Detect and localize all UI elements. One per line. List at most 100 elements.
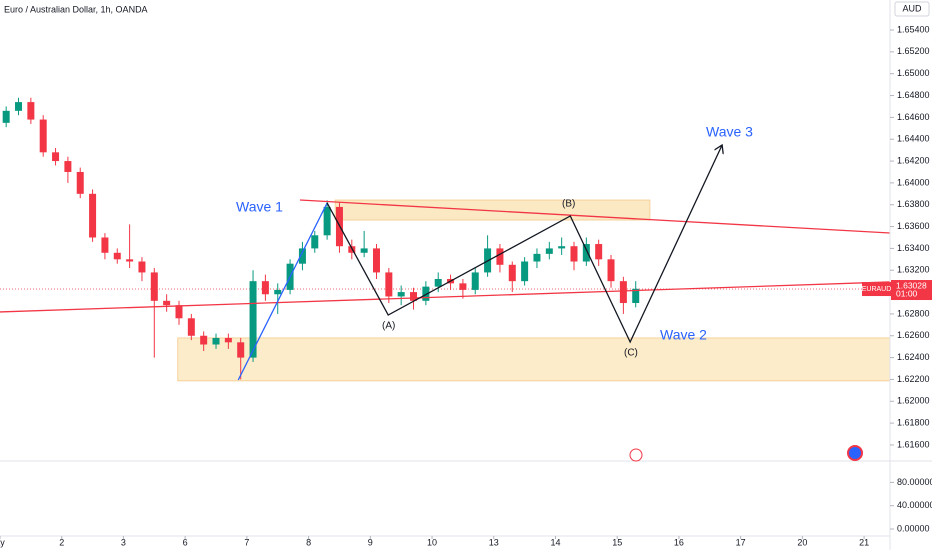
- x-tick-label: 17: [736, 537, 746, 547]
- y-tick-label: 1.61800: [897, 417, 930, 427]
- zones: [0, 199, 891, 382]
- candle-body: [582, 244, 590, 262]
- y-tick-label: 1.65000: [897, 68, 930, 78]
- candle-body: [126, 259, 134, 262]
- trendline: [237, 202, 328, 381]
- indicator-tick-label: 40.00000: [897, 500, 932, 510]
- indicator-tick-label: 0.00000: [897, 523, 930, 533]
- candle-body: [89, 193, 97, 238]
- y-tick-label: 1.62400: [897, 352, 930, 362]
- currency-label: AUD: [902, 3, 922, 13]
- candle-body: [397, 292, 405, 297]
- wave-label: (B): [562, 199, 575, 210]
- x-tick-label: 14: [550, 537, 560, 547]
- trendline: [299, 199, 891, 234]
- candle-body: [2, 110, 10, 123]
- candle-body: [138, 261, 146, 273]
- candle-body: [619, 281, 627, 304]
- candle-body: [533, 253, 541, 262]
- x-tick-label: 8: [306, 537, 311, 547]
- indicator-tick-label: 80.00000: [897, 477, 932, 487]
- trendline: [0, 281, 891, 313]
- x-tick-label: 3: [121, 537, 126, 547]
- x-tick-label: 9: [368, 537, 373, 547]
- candle-body: [570, 246, 578, 262]
- candle-body: [150, 272, 158, 301]
- wave-label: Wave 1: [236, 199, 283, 215]
- candle-body: [64, 161, 72, 172]
- candle-body: [187, 318, 195, 336]
- y-tick-label: 1.64600: [897, 112, 930, 122]
- candle-body: [521, 261, 529, 282]
- x-tick-label: 21: [859, 537, 869, 547]
- candle-body: [545, 248, 553, 254]
- candle-body: [595, 244, 603, 260]
- countdown-label: 01:00: [896, 288, 918, 298]
- candle-body: [113, 252, 121, 260]
- currency-badge[interactable]: [894, 1, 930, 17]
- flag-icon[interactable]: [847, 445, 863, 461]
- price-tag-label: 1.63028: [896, 280, 927, 290]
- candle-body: [237, 342, 245, 358]
- y-tick-label: 1.64000: [897, 177, 930, 187]
- wave-label: (A): [382, 321, 395, 332]
- candle-body: [39, 119, 47, 153]
- candle-body: [311, 235, 319, 249]
- y-tick-label: 1.62000: [897, 396, 930, 406]
- x-tick-label: 10: [427, 537, 437, 547]
- candle-body: [632, 288, 640, 304]
- candle-body: [52, 152, 60, 162]
- x-tick-label: 2: [59, 537, 64, 547]
- event-icon[interactable]: [629, 448, 643, 462]
- candle-body: [200, 335, 208, 345]
- y-tick-label: 1.62600: [897, 330, 930, 340]
- drawings: [0, 145, 891, 381]
- symbol-tag: [862, 282, 891, 297]
- symbol-tag-label: EURAUD: [862, 286, 892, 293]
- wave-label: Wave 2: [660, 327, 707, 343]
- wave-path: [326, 145, 722, 344]
- x-tick-label: 13: [489, 537, 499, 547]
- candle-body: [434, 278, 442, 287]
- x-tick-label: 6: [183, 537, 188, 547]
- candle-body: [607, 259, 615, 282]
- y-tick-label: 1.61600: [897, 439, 930, 449]
- candle-body: [360, 248, 368, 253]
- candle-body: [261, 281, 269, 295]
- candle-body: [496, 248, 504, 265]
- candle-body: [459, 283, 467, 290]
- wave-label: (C): [624, 348, 638, 359]
- y-tick-label: 1.63600: [897, 221, 930, 231]
- candle-body: [410, 292, 418, 301]
- candle-body: [212, 337, 220, 345]
- candle-body: [163, 300, 171, 306]
- candle-body: [274, 289, 282, 295]
- y-tick-label: 1.65400: [897, 24, 930, 34]
- axes: 1.61600 1.61800 1.62000 1.62200 1.62400 1.626…: [0, 24, 932, 547]
- price-tag: [891, 280, 932, 301]
- x-tick-label: 15: [612, 537, 622, 547]
- candle-body: [224, 337, 232, 343]
- x-tick-label: 16: [674, 537, 684, 547]
- y-tick-label: 1.63800: [897, 199, 930, 209]
- y-tick-label: 1.64400: [897, 134, 930, 144]
- candle-body: [15, 102, 23, 111]
- x-tick-label: ay: [0, 537, 5, 547]
- y-tick-label: 1.62800: [897, 308, 930, 318]
- wave-label: Wave 3: [706, 124, 753, 140]
- candle-body: [422, 286, 430, 301]
- candle-body: [508, 264, 516, 282]
- candle-body: [249, 281, 257, 358]
- candle-body: [298, 248, 306, 264]
- candle-body: [471, 272, 479, 290]
- candle-body: [27, 102, 35, 120]
- candle-body: [101, 237, 109, 253]
- chart-title: Euro / Australian Dollar, 1h, OANDA: [4, 4, 148, 14]
- x-tick-label: 7: [244, 537, 249, 547]
- y-tick-label: 1.65200: [897, 46, 930, 56]
- x-tick-label: 20: [797, 537, 807, 547]
- y-tick-label: 1.64200: [897, 155, 930, 165]
- candle-body: [558, 246, 566, 249]
